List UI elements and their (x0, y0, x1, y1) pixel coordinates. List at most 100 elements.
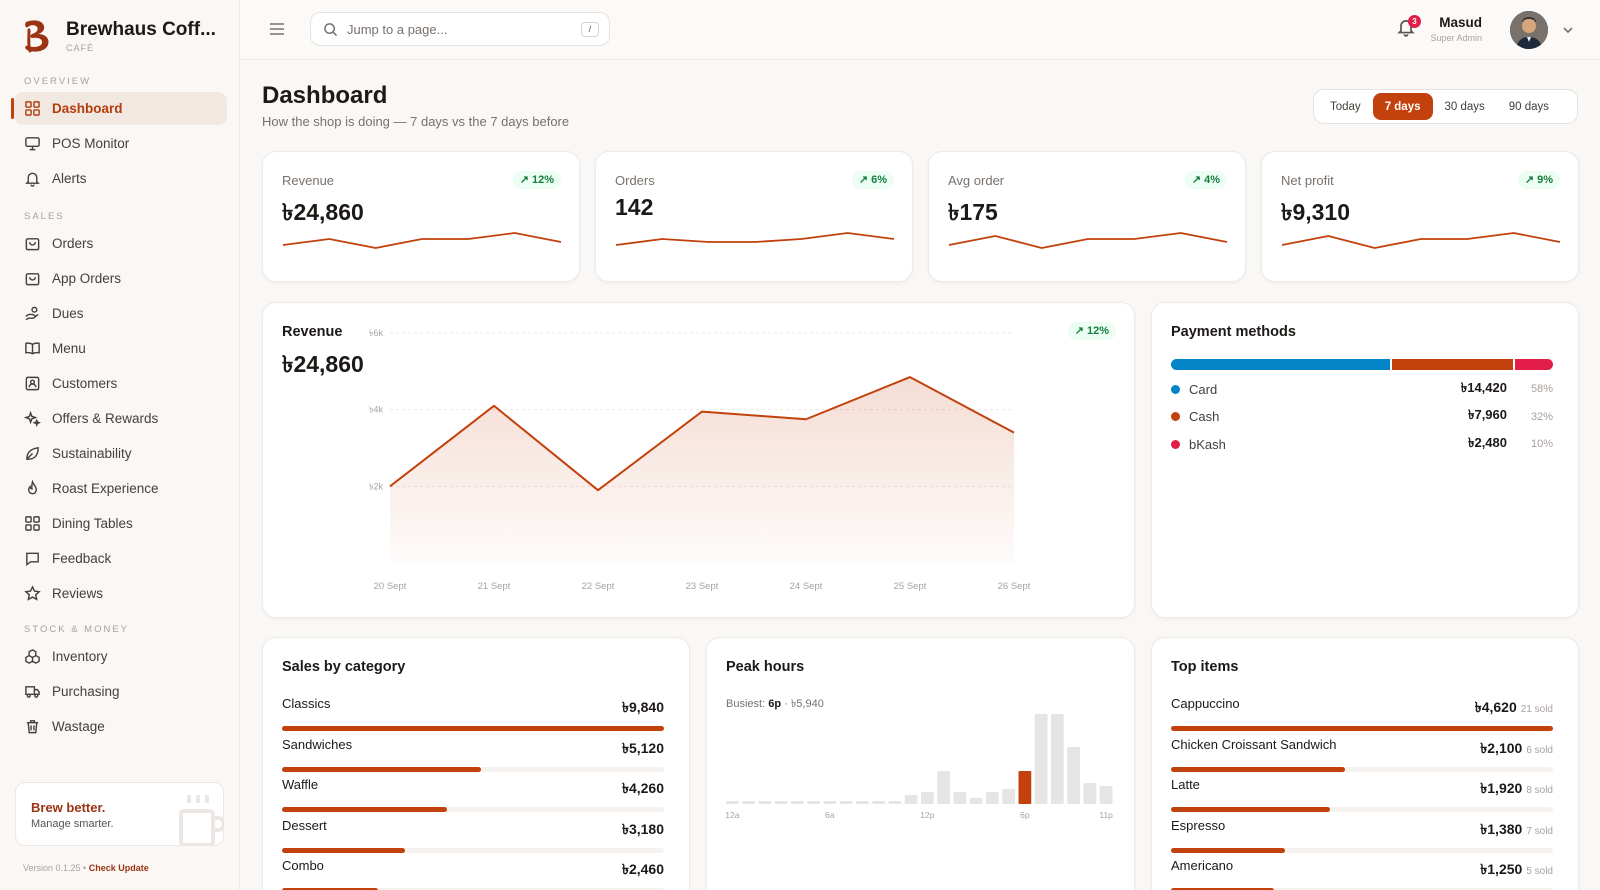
range-option-7-days[interactable]: 7 days (1372, 93, 1433, 120)
row-name: Waffle (282, 777, 319, 792)
sidebar-item-alerts[interactable]: Alerts (14, 162, 227, 195)
sidebar-item-reviews[interactable]: Reviews (14, 577, 227, 610)
row-bar-fill (282, 888, 378, 890)
monitor-icon (25, 137, 40, 151)
range-option-90-days[interactable]: 90 days (1508, 100, 1550, 113)
revenue-chart-value: ৳24,860 (282, 351, 364, 377)
row-bar-fill (282, 766, 481, 772)
hour-bar (807, 801, 820, 804)
bag-icon (25, 238, 40, 251)
hour-bar (986, 792, 999, 804)
date-range-selector: Today 7 days 30 days 90 days (1313, 89, 1578, 124)
sidebar-item-customers[interactable]: Customers (14, 367, 227, 400)
kpi-change-badge: ↗ 12% (512, 171, 561, 189)
hour-bar (888, 801, 902, 804)
revenue-change-badge: ↗ 12% (1067, 322, 1116, 340)
sidebar-item-label: Roast Experience (52, 481, 159, 496)
hour-label: 6a (825, 810, 835, 820)
promo-card: Brew better. Manage smarter. (15, 782, 224, 846)
row-bar-fill (282, 807, 448, 812)
page-title: Dashboard (262, 82, 388, 109)
sidebar-item-roast-experience[interactable]: Roast Experience (14, 472, 227, 505)
row-bar-fill (1171, 888, 1275, 890)
row-amount: ৳1,250 (1480, 861, 1523, 877)
sidebar-item-offers-rewards[interactable]: Offers & Rewards (14, 402, 227, 435)
menu-icon[interactable] (268, 21, 286, 37)
sidebar-item-menu[interactable]: Menu (14, 332, 227, 365)
row-sold-count: 5 sold (1526, 866, 1553, 877)
bag-icon (25, 273, 40, 286)
payment-method-row: bKash ৳2,480 10% (1171, 434, 1553, 454)
check-update-link[interactable]: Check Update (88, 863, 149, 873)
book-open-icon (25, 342, 40, 355)
flame-icon (28, 480, 37, 495)
row-name: Dessert (282, 817, 327, 833)
hour-bar (937, 771, 950, 804)
sidebar-item-label: Dues (52, 306, 84, 321)
row-name: Sandwiches (282, 736, 353, 752)
x-tick-label: 20 Sept (374, 581, 407, 592)
sidebar-item-dashboard[interactable]: Dashboard (11, 92, 227, 125)
payment-share-segment (1515, 359, 1553, 370)
sidebar-item-label: Wastage (52, 719, 105, 734)
x-tick-label: 22 Sept (582, 581, 615, 592)
row-bar-track (1171, 726, 1553, 731)
row-sold-count: 7 sold (1526, 825, 1553, 837)
sidebar-item-label: POS Monitor (52, 136, 130, 151)
x-tick-label: 25 Sept (894, 581, 927, 592)
y-tick-label: ৳2k (369, 481, 383, 491)
row-bar-track (282, 726, 664, 731)
sidebar-item-dues[interactable]: Dues (14, 297, 227, 330)
sidebar-item-dining-tables[interactable]: Dining Tables (14, 507, 227, 540)
row-name: Americano (1171, 858, 1234, 873)
search-input[interactable]: Jump to a page... / (310, 12, 610, 46)
row-bar-track (282, 888, 664, 890)
sidebar-item-pos-monitor[interactable]: POS Monitor (14, 127, 227, 160)
grid-icon (25, 101, 40, 116)
kpi-sparkline (948, 232, 1228, 249)
sidebar-item-sustainability[interactable]: Sustainability (14, 437, 227, 470)
payment-name: Cash (1189, 409, 1220, 424)
category-row: Sandwiches ৳5,120 (282, 737, 664, 772)
row-amount: ৳2,100 (1480, 739, 1523, 756)
hour-bar (921, 792, 934, 804)
brand[interactable]: Brewhaus Coff... CAFÉ (22, 18, 216, 54)
sparkline-path (282, 232, 562, 249)
kpi-card-orders: Orders 142 ↗ 6% (595, 151, 913, 282)
hour-bar (1067, 747, 1080, 804)
kpi-value: ৳175 (948, 199, 998, 225)
section-stock-money: STOCK & MONEY (24, 624, 130, 635)
sidebar-item-purchasing[interactable]: Purchasing (14, 675, 227, 708)
hand-coins-icon (25, 306, 39, 321)
range-option-30-days[interactable]: 30 days (1444, 100, 1485, 113)
revenue-line (389, 376, 1015, 492)
sidebar-item-label: Reviews (52, 586, 104, 601)
kpi-sparkline (282, 232, 562, 249)
sidebar-item-label: Purchasing (52, 684, 120, 699)
sidebar-item-inventory[interactable]: Inventory (14, 640, 227, 673)
row-bar-track (1171, 807, 1553, 812)
kpi-change-badge: ↗ 4% (1184, 171, 1227, 189)
hour-bar (1018, 771, 1032, 804)
sidebar-item-label: Offers & Rewards (52, 411, 159, 426)
sidebar-item-wastage[interactable]: Wastage (14, 710, 227, 743)
row-bar-track (1171, 888, 1553, 890)
kpi-label: Orders (615, 173, 655, 188)
top-item-row: Espresso ৳1,380 7 sold (1171, 818, 1553, 853)
row-name: Combo (282, 858, 324, 873)
busiest-amount: · ৳5,940 (784, 698, 824, 710)
sidebar-item-orders[interactable]: Orders (14, 227, 227, 260)
avatar[interactable] (1510, 11, 1548, 49)
category-row: Combo ৳2,460 (282, 858, 664, 890)
version-info: Version 0.1.25 • Check Update (23, 863, 149, 873)
range-option-today[interactable]: Today (1330, 100, 1361, 113)
search-shortcut: / (581, 22, 599, 37)
chevron-down-icon[interactable] (1562, 24, 1574, 36)
payment-methods-title: Payment methods (1171, 324, 1296, 340)
sidebar-item-label: Alerts (52, 171, 87, 186)
sidebar-item-feedback[interactable]: Feedback (14, 542, 227, 575)
user-info[interactable]: Masud Super Admin (1430, 15, 1482, 43)
sidebar-item-app-orders[interactable]: App Orders (14, 262, 227, 295)
row-sold-count: 6 sold (1526, 744, 1553, 756)
row-name: Espresso (1171, 817, 1226, 833)
